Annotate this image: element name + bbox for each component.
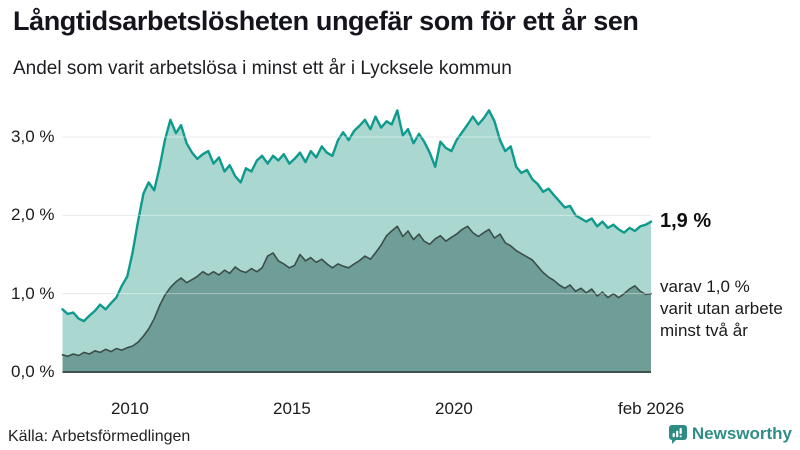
page-title: Långtidsarbetslösheten ungefär som för e… [13,6,639,36]
x-tick-label: 2015 [273,399,311,418]
x-tick-label: 2020 [435,399,473,418]
source-credit: Källa: Arbetsförmedlingen [8,428,191,445]
subset-annotation: varav 1,0 % varit utan arbete minst två … [660,276,783,342]
subset-annotation-line: varav 1,0 % [660,277,750,296]
newsworthy-logo-icon [668,424,687,444]
chart-subtitle: Andel som varit arbetslösa i minst ett å… [13,58,512,79]
subset-annotation-line: varit utan arbete [660,299,783,318]
latest-value-label: 1,9 % [660,210,712,232]
y-tick-label: 1,0 % [11,283,55,303]
subset-annotation-line: minst två år [660,321,748,340]
newsworthy-wordmark: Newsworthy [691,424,792,443]
newsworthy-brand: Newsworthy [668,424,792,444]
x-tick-label: feb 2026 [618,399,685,418]
x-tick-label: 2010 [110,399,149,418]
y-tick-label: 3,0 % [11,126,55,146]
y-tick-label: 2,0 % [11,205,55,225]
y-tick-label: 0,0 % [11,362,55,381]
